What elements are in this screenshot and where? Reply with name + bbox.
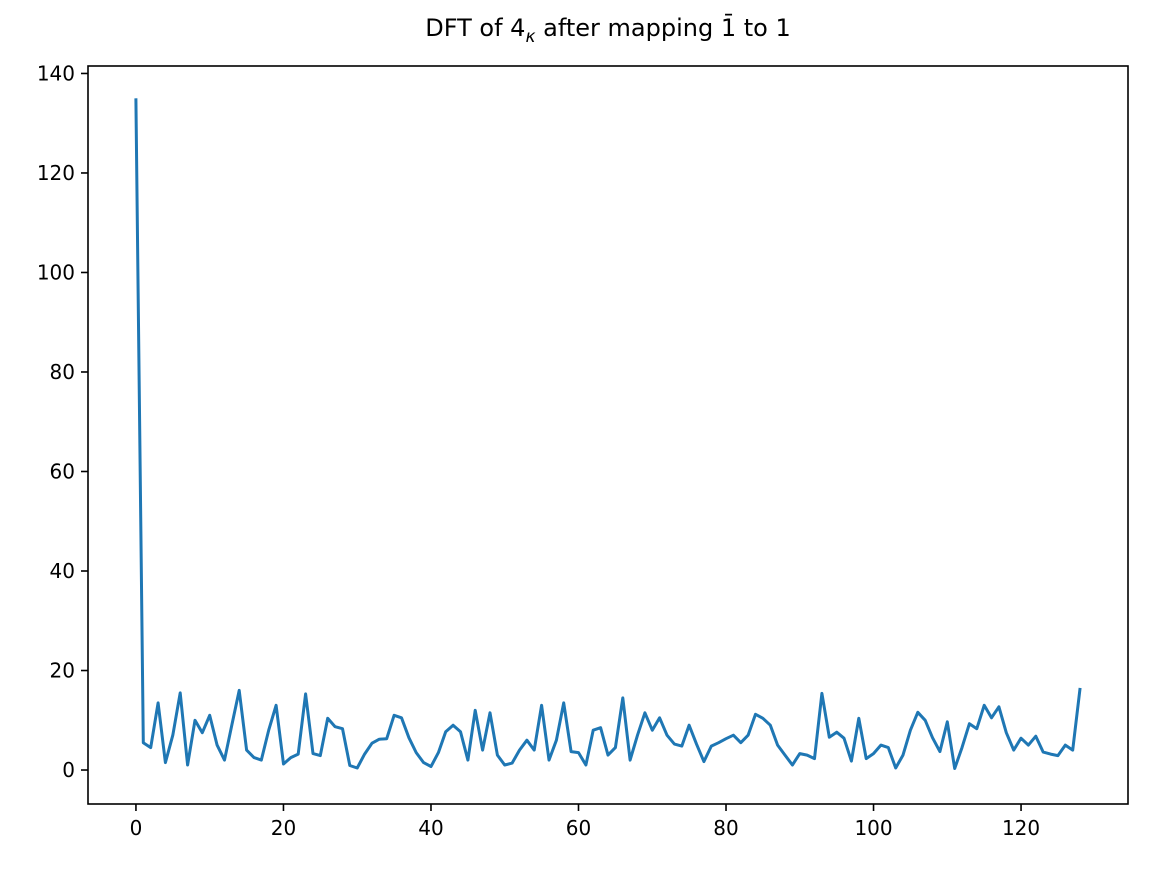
y-tick-label-60: 60 <box>50 459 75 483</box>
chart-title-prefix: DFT of 4 <box>425 14 526 42</box>
y-tick-label-0: 0 <box>62 758 75 782</box>
x-tick-label-60: 60 <box>566 816 591 840</box>
chart-title-suffix: after mapping 1̄ to 1 <box>535 14 791 42</box>
x-tick-label-20: 20 <box>271 816 296 840</box>
y-tick-label-140: 140 <box>37 61 75 85</box>
y-tick-label-120: 120 <box>37 161 75 185</box>
x-tick-label-0: 0 <box>130 816 143 840</box>
dft-series-line <box>134 98 1082 770</box>
x-tick-label-80: 80 <box>713 816 738 840</box>
x-tick-label-40: 40 <box>418 816 443 840</box>
y-tick-label-20: 20 <box>50 659 75 683</box>
x-tick-label-100: 100 <box>854 816 892 840</box>
y-tick-label-80: 80 <box>50 360 75 384</box>
chart-title: DFT of 4κ after mapping 1̄ to 1 <box>88 14 1128 45</box>
axis-tick-labels: 0 20 40 60 80 100 120 0 20 40 60 80 100 120 140 <box>37 61 1040 840</box>
y-tick-label-40: 40 <box>50 559 75 583</box>
axis-ticks <box>81 72 1022 811</box>
x-tick-label-120: 120 <box>1002 816 1040 840</box>
y-tick-label-100: 100 <box>37 260 75 284</box>
axes-spines <box>87 65 1129 805</box>
chart-title-subscript-kappa: κ <box>525 26 536 47</box>
